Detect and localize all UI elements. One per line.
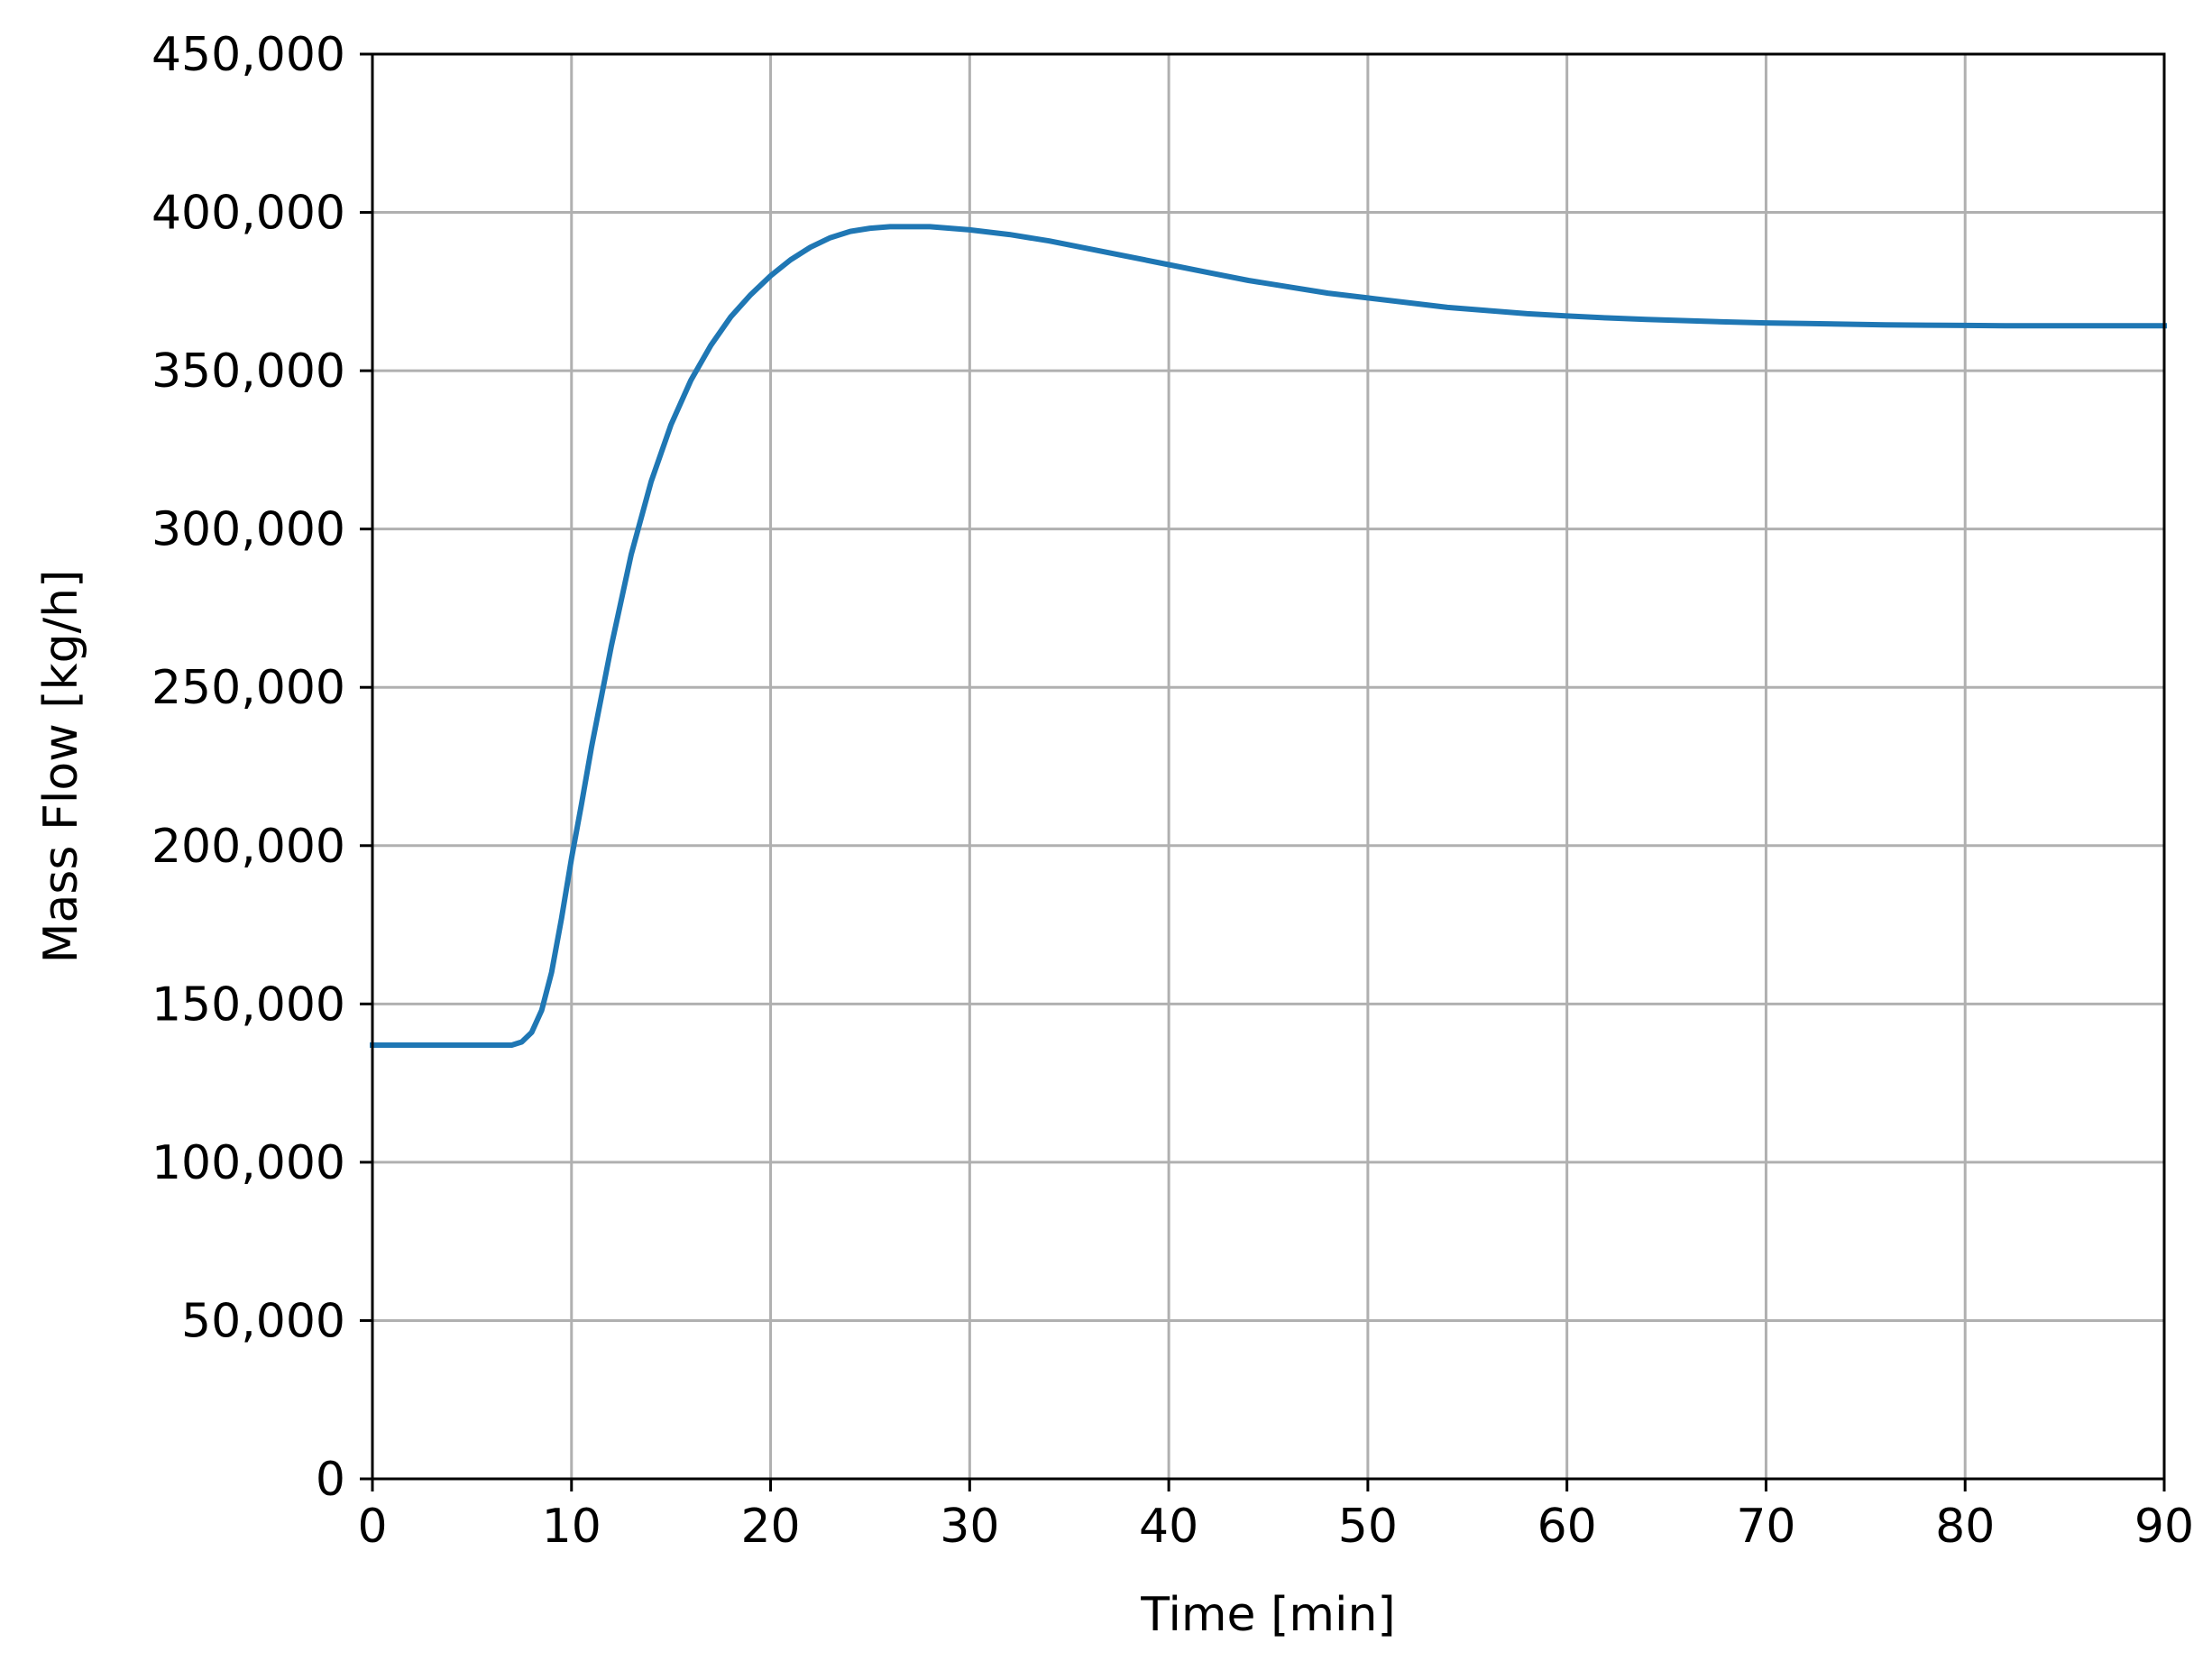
x-tick-label: 30	[940, 1500, 999, 1554]
y-tick-label: 150,000	[151, 977, 345, 1032]
x-tick-label: 90	[2134, 1500, 2194, 1554]
y-tick-label: 400,000	[151, 187, 345, 241]
y-axis: 0 50,000 100,000 150,000 200,000 250,000 300,0…	[151, 28, 372, 1507]
series-line	[370, 224, 2167, 1048]
y-tick-label: 0	[316, 1453, 345, 1507]
y-axis-title: Mass Flow [kg/h]	[34, 570, 88, 964]
x-axis-title: Time [min]	[1140, 1588, 1395, 1642]
x-tick-label: 60	[1537, 1500, 1597, 1554]
x-tick-label: 50	[1338, 1500, 1398, 1554]
x-tick-label: 80	[1935, 1500, 1995, 1554]
y-tick-label: 300,000	[151, 503, 345, 557]
y-tick-label: 50,000	[181, 1294, 345, 1348]
x-tick-label: 20	[740, 1500, 800, 1554]
y-tick-label: 350,000	[151, 344, 345, 399]
x-tick-label: 10	[542, 1500, 601, 1554]
series-layer	[370, 224, 2167, 1048]
x-axis: 0 10 20 30 40 50 60 70 80 90	[357, 1479, 2194, 1554]
x-tick-label: 70	[1736, 1500, 1795, 1554]
y-tick-label: 100,000	[151, 1136, 345, 1190]
y-tick-label: 200,000	[151, 820, 345, 874]
x-tick-label: 40	[1139, 1500, 1198, 1554]
y-tick-label: 450,000	[151, 28, 345, 82]
y-tick-label: 250,000	[151, 661, 345, 715]
plot-frame	[371, 52, 2166, 1481]
x-tick-label: 0	[357, 1500, 387, 1554]
